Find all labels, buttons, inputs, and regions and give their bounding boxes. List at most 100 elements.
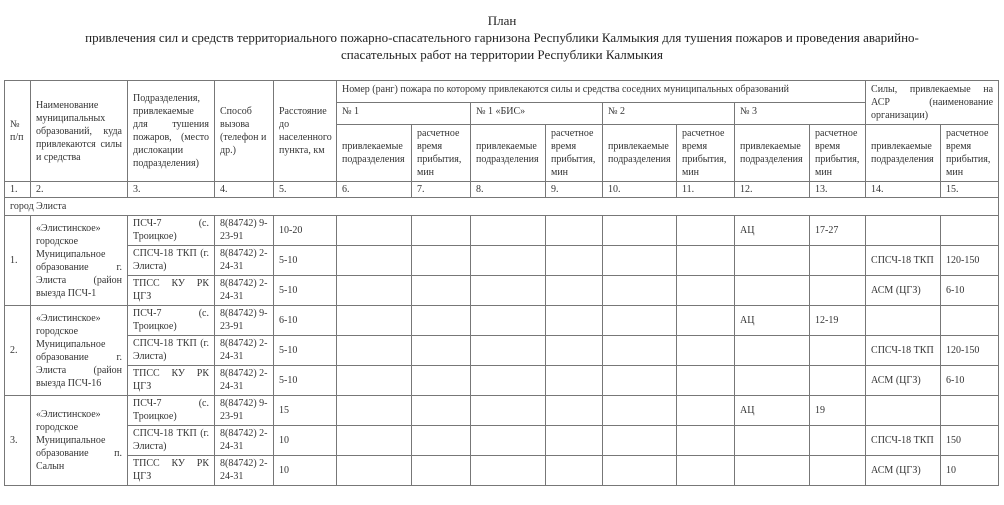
asr-time: 150 xyxy=(940,425,1000,456)
distance: 10-20 xyxy=(273,215,337,246)
column-number: 14. xyxy=(865,181,942,198)
column-number: 10. xyxy=(602,181,677,198)
unit-name: ПСЧ-7 (с. Троицкое) xyxy=(127,305,215,336)
rank3-time xyxy=(808,245,867,276)
empty-cell xyxy=(470,275,546,306)
rank3-time: 12-19 xyxy=(808,305,867,336)
empty-cell xyxy=(470,305,546,336)
empty-cell xyxy=(470,365,546,396)
empty-cell xyxy=(545,215,603,246)
asr-unit: АСМ (ЦГЗ) xyxy=(865,365,942,396)
asr-time: 120-150 xyxy=(940,245,1000,276)
rank3-unit xyxy=(734,275,810,306)
unit-name: СПСЧ-18 ТКП (г. Элиста) xyxy=(127,245,215,276)
empty-cell xyxy=(336,425,412,456)
header-asr-group: Силы, привлекаемые на АСР (наименование … xyxy=(865,80,1000,125)
empty-cell xyxy=(411,215,471,246)
empty-cell xyxy=(336,215,412,246)
subheader-units: привлекаемые подразделения xyxy=(865,124,942,182)
empty-cell xyxy=(676,455,735,486)
asr-unit xyxy=(865,215,942,246)
document-title: План привлечения сил и средств территори… xyxy=(0,0,1004,63)
phone: 8(84742) 2-24-31 xyxy=(214,365,274,396)
row-number: 3. xyxy=(4,395,31,486)
title-line-1: План xyxy=(487,13,517,28)
asr-time xyxy=(940,305,1000,336)
subheader-arrival-time: расчетное время прибытия, мин xyxy=(808,124,867,182)
empty-cell xyxy=(676,365,735,396)
unit-name: ПСЧ-7 (с. Троицкое) xyxy=(127,215,215,246)
phone: 8(84742) 9-23-91 xyxy=(214,215,274,246)
unit-name: СПСЧ-18 ТКП (г. Элиста) xyxy=(127,425,215,456)
empty-cell xyxy=(602,455,677,486)
header-row-3: привлекаемые подразделения расчетное врем… xyxy=(5,124,1000,182)
subheader-units: привлекаемые подразделения xyxy=(336,124,412,182)
column-number: 8. xyxy=(470,181,546,198)
header-units: Подразделения, привлекаемые для тушения … xyxy=(127,80,215,182)
rank3-time xyxy=(808,365,867,396)
empty-cell xyxy=(470,335,546,366)
header-fire-rank-group: Номер (ранг) пожара по которому привлека… xyxy=(335,80,867,103)
column-number: 3. xyxy=(127,181,215,198)
table-row: 2. «Элистинское» городское Муниципальное … xyxy=(4,305,1000,396)
distance: 10 xyxy=(273,425,337,456)
phone: 8(84742) 2-24-31 xyxy=(214,425,274,456)
empty-cell xyxy=(336,455,412,486)
empty-cell xyxy=(545,395,603,426)
table-row: ТПСС КУ РК ЦГЗ 8(84742) 2-24-31 5-10 АСМ (Ц… xyxy=(5,365,1000,396)
empty-cell xyxy=(602,365,677,396)
empty-cell xyxy=(676,305,735,336)
empty-cell xyxy=(470,455,546,486)
empty-cell xyxy=(411,305,471,336)
empty-cell xyxy=(411,335,471,366)
rank3-time xyxy=(808,335,867,366)
phone: 8(84742) 2-24-31 xyxy=(214,275,274,306)
empty-cell xyxy=(411,275,471,306)
rank3-unit xyxy=(734,455,810,486)
table-row: ТПСС КУ РК ЦГЗ 8(84742) 2-24-31 5-10 АСМ (Ц… xyxy=(5,275,1000,306)
empty-cell xyxy=(336,395,412,426)
empty-cell xyxy=(545,365,603,396)
empty-cell xyxy=(545,425,603,456)
subheader-arrival-time: расчетное время прибытия, мин xyxy=(545,124,603,182)
empty-cell xyxy=(470,395,546,426)
rank3-time: 17-27 xyxy=(808,215,867,246)
municipality-name: «Элистинское» городское Муниципальное об… xyxy=(30,305,128,396)
asr-time: 6-10 xyxy=(940,365,1000,396)
phone: 8(84742) 9-23-91 xyxy=(214,305,274,336)
distance: 5-10 xyxy=(273,335,337,366)
rank3-unit: АЦ xyxy=(734,305,810,336)
asr-time: 6-10 xyxy=(940,275,1000,306)
empty-cell xyxy=(676,335,735,366)
title-line-3: спасательных работ на территории Республ… xyxy=(341,47,663,62)
subheader-units: привлекаемые подразделения xyxy=(734,124,810,182)
column-number: 13. xyxy=(808,181,867,198)
table-row: 3. «Элистинское» городское Муниципальное … xyxy=(4,395,1000,486)
forces-plan-table: № п/п Наименование муниципальных образов… xyxy=(3,80,1000,486)
empty-cell xyxy=(676,215,735,246)
header-rank-2: № 2 xyxy=(602,102,735,125)
distance: 6-10 xyxy=(273,305,337,336)
rank3-time xyxy=(808,275,867,306)
header-row-1: № п/п Наименование муниципальных образов… xyxy=(4,80,1000,182)
column-number: 4. xyxy=(214,181,274,198)
empty-cell xyxy=(411,365,471,396)
empty-cell xyxy=(602,215,677,246)
phone: 8(84742) 2-24-31 xyxy=(214,455,274,486)
column-number: 5. xyxy=(273,181,337,198)
column-number: 9. xyxy=(545,181,603,198)
subheader-units: привлекаемые подразделения xyxy=(470,124,546,182)
phone: 8(84742) 2-24-31 xyxy=(214,245,274,276)
empty-cell xyxy=(470,245,546,276)
empty-cell xyxy=(602,245,677,276)
asr-unit xyxy=(865,305,942,336)
unit-name: ТПСС КУ РК ЦГЗ xyxy=(127,365,215,396)
distance: 5-10 xyxy=(273,275,337,306)
title-line-2: привлечения сил и средств территориально… xyxy=(85,30,919,45)
rank3-unit xyxy=(734,335,810,366)
header-distance: Расстояние до населенного пункта, км xyxy=(273,80,337,182)
asr-time xyxy=(940,395,1000,426)
table-row: 1. «Элистинское» городское Муниципальное … xyxy=(4,215,1000,306)
table-row: СПСЧ-18 ТКП (г. Элиста) 8(84742) 2-24-31 1… xyxy=(5,425,1000,456)
column-number: 11. xyxy=(676,181,735,198)
